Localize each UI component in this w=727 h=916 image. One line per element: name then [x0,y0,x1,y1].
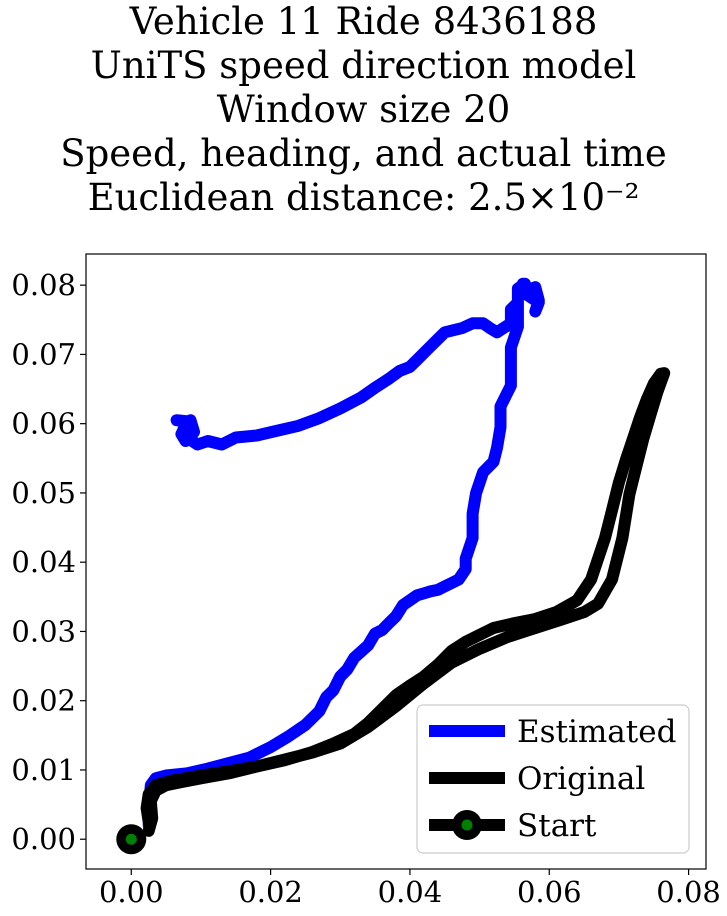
y-tick-label: 0.03 [11,614,76,648]
series-original-marker [629,429,648,448]
y-tick-label: 0.05 [11,476,76,510]
legend-box [416,704,690,854]
axes-frame [85,253,707,870]
x-tick-label: 0.06 [517,875,582,909]
title-line-5: Euclidean distance: 2.5×10⁻² [87,176,640,219]
x-tick-label: 0.02 [238,875,303,909]
legend-label-estimated: Estimated [517,714,676,750]
y-tick-label: 0.07 [11,337,76,371]
y-tick-label: 0.02 [11,684,76,718]
title-line-1: Vehicle 11 Ride 8436188 [129,0,598,43]
legend-label-start: Start [517,808,597,844]
y-tick-label: 0.08 [11,268,76,302]
chart-title: Vehicle 11 Ride 8436188 UniTS speed dire… [0,0,727,220]
title-line-3: Window size 20 [216,88,511,131]
legend-label-original: Original [517,761,645,797]
x-tick-label: 0.08 [656,875,721,909]
legend: Estimated Original Start [416,704,690,854]
axes: 0.00 0.02 0.04 0.06 0.08 0.00 0.01 0.02 0.03 0.04… [11,253,721,909]
start-marker-inner [125,833,137,845]
y-tick-label: 0.04 [11,545,76,579]
legend-start-marker-inner [461,819,473,831]
x-tick-label: 0.04 [378,875,443,909]
y-tick-label: 0.06 [11,407,76,441]
x-tick-label: 0.00 [99,875,164,909]
y-tick-label: 0.00 [11,822,76,856]
title-line-4: Speed, heading, and actual time [60,132,667,175]
title-line-2: UniTS speed direction model [90,44,637,87]
series-original-line [140,367,671,837]
y-tick-label: 0.01 [11,753,76,787]
plot-area [116,277,671,855]
series-estimated-line [142,277,545,832]
